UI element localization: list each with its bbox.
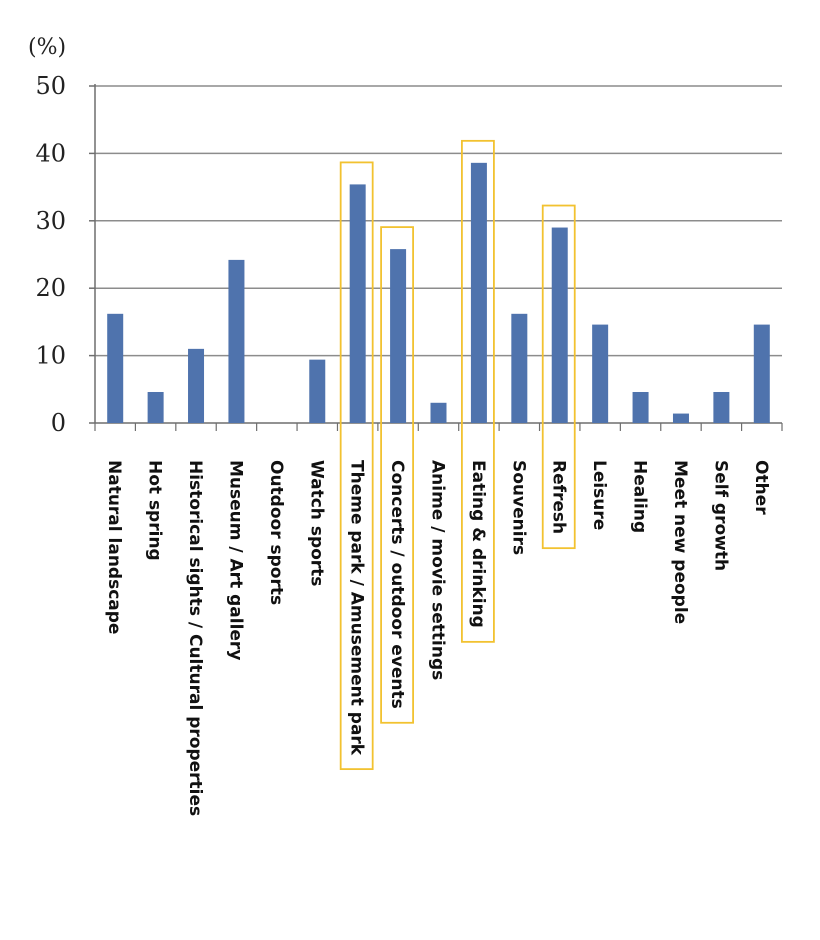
bar [551,227,568,423]
x-tick-label: Watch sports [306,460,326,586]
bar [672,413,689,423]
x-tick-label: Healing [630,460,650,533]
x-tick-label: Meet new people [670,460,690,624]
x-tick-label: Hot spring [145,460,165,561]
y-tick-label: 0 [51,409,66,437]
highlight-boxes [339,139,576,771]
bar [390,249,407,423]
x-tick-label: Refresh [549,460,569,534]
gridlines [95,85,782,357]
bar [713,391,730,423]
bar [753,324,770,423]
y-tick-labels: 0 10 20 30 40 50 [35,72,66,437]
x-tick-label: Outdoor sports [266,460,286,605]
bar [511,313,528,423]
y-tick-label: 40 [35,139,66,167]
bar [228,259,245,423]
bar [632,391,649,423]
bar [430,402,447,423]
bar [470,162,487,423]
y-unit-label: (%) [28,35,66,60]
highlight-box [339,161,374,771]
x-tick-label: Historical sights / Cultural properties [185,460,205,816]
x-tick-labels: Natural landscape Hot spring Historical si… [104,460,771,816]
bar [188,348,205,423]
x-tick-label: Other [751,460,771,515]
x-tick-label: Eating & drinking [468,460,488,628]
bar [107,313,124,423]
highlight-box [380,226,414,724]
bar [309,359,326,423]
bar [349,184,366,423]
highlight-box [541,204,576,550]
x-tick-label: Souvenirs [508,460,528,555]
x-tick-label: Anime / movie settings [428,460,448,680]
x-tick-label: Theme park / Amusement park [347,460,367,756]
y-tick-label: 50 [35,72,66,100]
x-tick-label: Self growth [710,460,730,571]
x-tick-label: Concerts / outdoor events [387,460,407,709]
x-tick-label: Natural landscape [104,460,124,634]
highlight-box [461,139,495,643]
x-tick-label: Museum / Art gallery [225,460,245,660]
y-tick-label: 10 [35,342,66,370]
bar [592,324,609,423]
bar [147,391,164,423]
bars [107,162,770,423]
y-tick-label: 20 [35,274,66,302]
y-tick-label: 30 [35,207,66,235]
x-tick-label: Leisure [589,460,609,530]
